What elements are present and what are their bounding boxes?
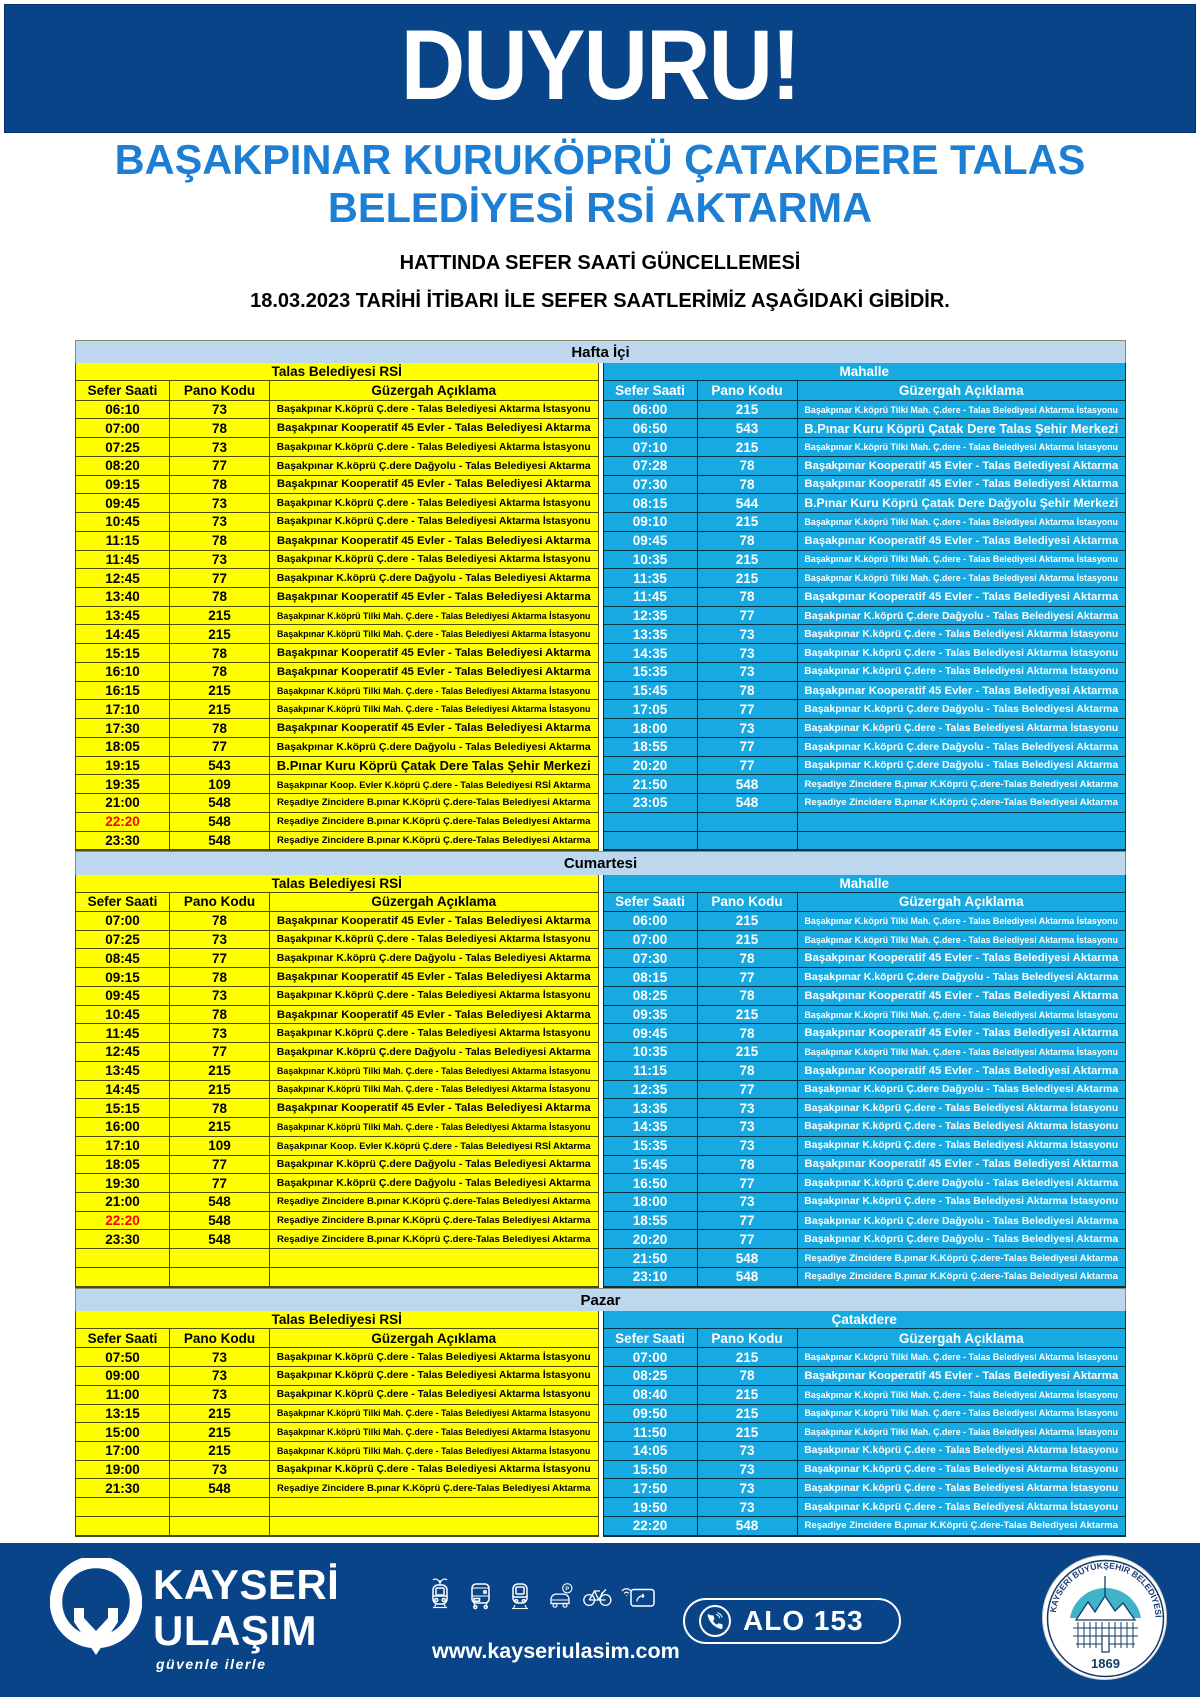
- svg-text:P: P: [565, 1587, 569, 1593]
- svg-text:1869: 1869: [1091, 1656, 1120, 1671]
